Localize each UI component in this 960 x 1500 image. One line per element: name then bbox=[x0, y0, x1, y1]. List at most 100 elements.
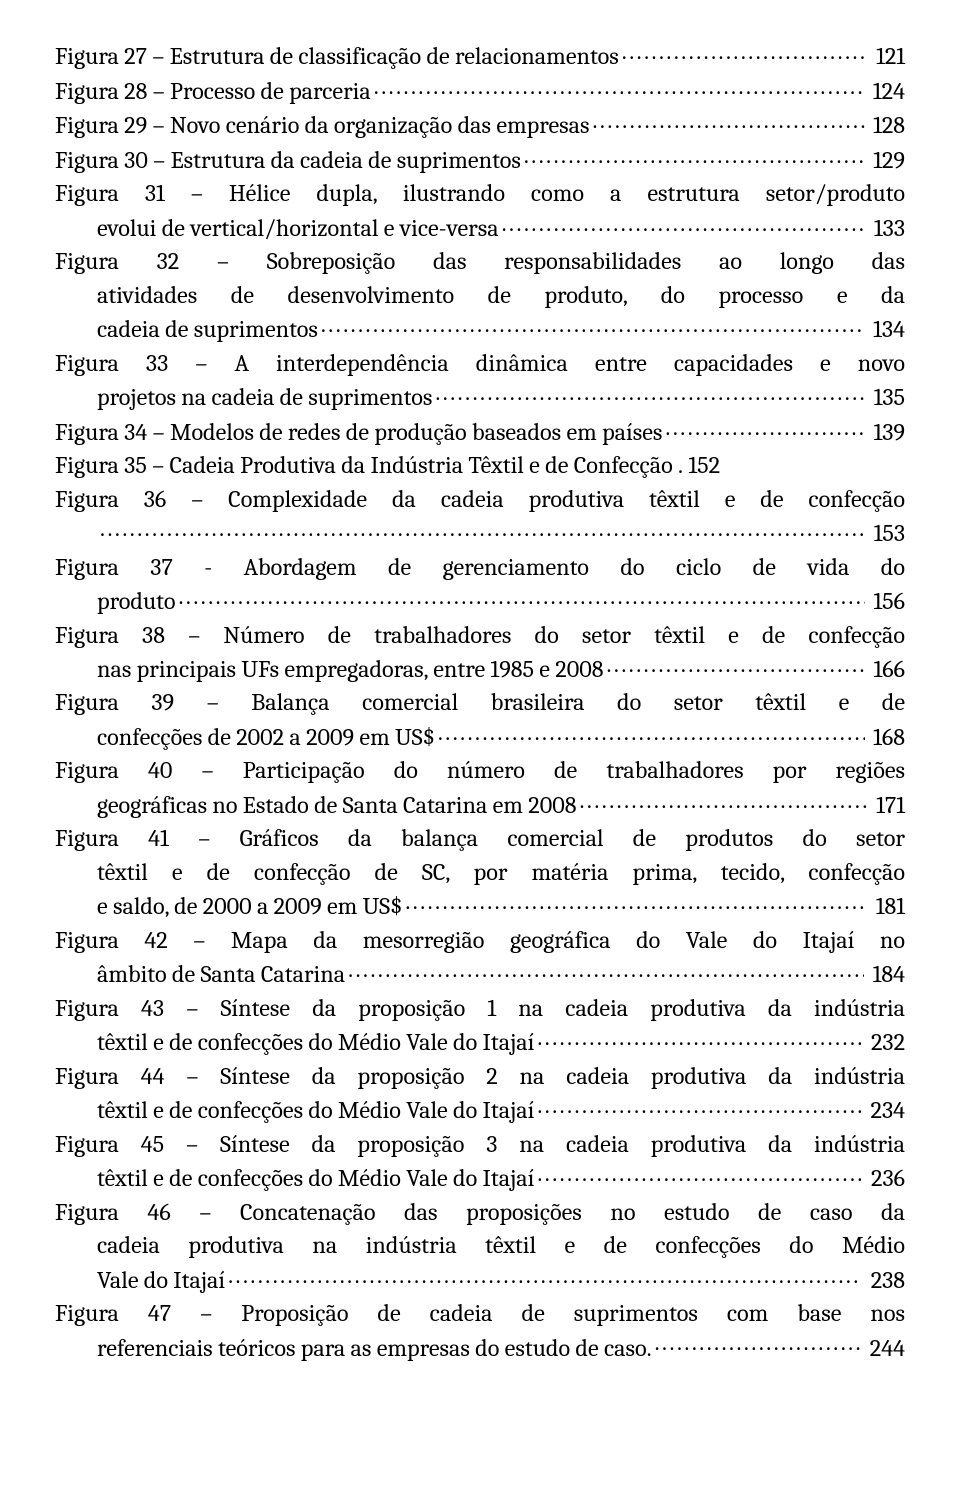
leader-dots bbox=[655, 1331, 862, 1355]
toc-entry: Figura 29 – Novo cenário da organização … bbox=[55, 109, 905, 144]
toc-page-number: 166 bbox=[868, 654, 905, 687]
toc-text: Figura 34 – Modelos de redes de produção… bbox=[55, 417, 662, 450]
toc-line: âmbito de Santa Catarina 184 bbox=[55, 958, 905, 993]
toc-text: Figura 46 – Concatenação das proposições… bbox=[55, 1197, 905, 1230]
toc-line: Figura 43 – Síntese da proposição 1 na c… bbox=[55, 993, 905, 1026]
toc-page-number: 234 bbox=[865, 1095, 905, 1128]
toc-text: Figura 33 – A interdependência dinâmica … bbox=[55, 348, 905, 381]
toc-page-number: 139 bbox=[868, 417, 905, 450]
leader-dots bbox=[622, 40, 868, 64]
toc-page-number: 133 bbox=[869, 213, 905, 246]
toc-page-number: 232 bbox=[866, 1027, 905, 1060]
leader-dots bbox=[435, 381, 865, 405]
toc-line: Figura 32 – Sobreposição das responsabil… bbox=[55, 246, 905, 279]
toc-text: têxtil e de confecções do Médio Vale do … bbox=[97, 1095, 534, 1128]
toc-page-number: 128 bbox=[868, 110, 905, 143]
toc-text: cadeia de suprimentos bbox=[97, 314, 318, 347]
toc-text: projetos na cadeia de suprimentos bbox=[97, 382, 432, 415]
leader-dots bbox=[606, 653, 865, 677]
toc-line: nas principais UFs empregadoras, entre 1… bbox=[55, 653, 905, 688]
toc-text: Figura 32 – Sobreposição das responsabil… bbox=[55, 246, 905, 279]
toc-line: Figura 30 – Estrutura da cadeia de supri… bbox=[55, 144, 905, 179]
toc-text: Figura 27 – Estrutura de classificação d… bbox=[55, 41, 619, 74]
toc-line: Figura 33 – A interdependência dinâmica … bbox=[55, 348, 905, 381]
toc-line: Figura 38 – Número de trabalhadores do s… bbox=[55, 620, 905, 653]
toc-page-number: 121 bbox=[871, 41, 905, 74]
toc-line: Vale do Itajaí 238 bbox=[55, 1263, 905, 1298]
toc-line: referenciais teóricos para as empresas d… bbox=[55, 1331, 905, 1366]
toc-entry: Figura 41 – Gráficos da balança comercia… bbox=[55, 823, 905, 924]
toc-line: projetos na cadeia de suprimentos 135 bbox=[55, 381, 905, 416]
toc-text: Figura 43 – Síntese da proposição 1 na c… bbox=[55, 993, 905, 1026]
toc-line: atividades de desenvolvimento de produto… bbox=[55, 280, 905, 313]
toc-line: têxtil e de confecções do Médio Vale do … bbox=[55, 1162, 905, 1197]
leader-dots bbox=[537, 1026, 862, 1050]
leader-dots bbox=[405, 890, 867, 914]
toc-text: Figura 37 - Abordagem de gerenciamento d… bbox=[55, 552, 905, 585]
toc-line: têxtil e de confecções do Médio Vale do … bbox=[55, 1094, 905, 1129]
toc-text: Figura 42 – Mapa da mesorregião geográfi… bbox=[55, 925, 905, 958]
toc-text: Figura 39 – Balança comercial brasileira… bbox=[55, 687, 905, 720]
toc-text: têxtil e de confecção de SC, por matéria… bbox=[97, 857, 905, 890]
toc-text: Figura 41 – Gráficos da balança comercia… bbox=[55, 823, 905, 856]
toc-text: Figura 45 – Síntese da proposição 3 na c… bbox=[55, 1129, 905, 1162]
toc-line: Figura 35 – Cadeia Produtiva da Indústri… bbox=[55, 450, 905, 483]
toc-text: Figura 29 – Novo cenário da organização … bbox=[55, 110, 589, 143]
leader-dots bbox=[665, 416, 865, 440]
toc-entry: Figura 46 – Concatenação das proposições… bbox=[55, 1197, 905, 1298]
toc-line: Figura 27 – Estrutura de classificação d… bbox=[55, 40, 905, 75]
toc-line: confecções de 2002 a 2009 em US$ 168 bbox=[55, 721, 905, 756]
toc-text: têxtil e de confecções do Médio Vale do … bbox=[97, 1027, 534, 1060]
toc-text: atividades de desenvolvimento de produto… bbox=[97, 280, 905, 313]
toc-text: confecções de 2002 a 2009 em US$ bbox=[97, 722, 435, 755]
leader-dots: . bbox=[673, 450, 689, 483]
toc-entry: Figura 31 – Hélice dupla, ilustrando com… bbox=[55, 178, 905, 246]
toc-text: Vale do Itajaí bbox=[97, 1265, 225, 1298]
toc-line: evolui de vertical/horizontal e vice-ver… bbox=[55, 212, 905, 247]
toc-line: Figura 29 – Novo cenário da organização … bbox=[55, 109, 905, 144]
toc-page-number: 124 bbox=[868, 76, 905, 109]
leader-dots bbox=[321, 313, 865, 337]
toc-entry: Figura 27 – Estrutura de classificação d… bbox=[55, 40, 905, 75]
toc-entry: Figura 43 – Síntese da proposição 1 na c… bbox=[55, 993, 905, 1061]
toc-page-number: 153 bbox=[868, 518, 905, 551]
toc-page-number: 236 bbox=[866, 1163, 905, 1196]
toc-entry: Figura 45 – Síntese da proposição 3 na c… bbox=[55, 1129, 905, 1197]
toc-page-number: 181 bbox=[870, 891, 905, 924]
toc-line: Figura 39 – Balança comercial brasileira… bbox=[55, 687, 905, 720]
toc-text: Figura 44 – Síntese da proposição 2 na c… bbox=[55, 1061, 905, 1094]
toc-page-number: 244 bbox=[864, 1333, 905, 1366]
toc-line: 153 bbox=[55, 517, 905, 552]
toc-entry: Figura 36 – Complexidade da cadeia produ… bbox=[55, 484, 905, 552]
toc-text: cadeia produtiva na indústria têxtil e d… bbox=[97, 1230, 905, 1263]
toc-line: Figura 41 – Gráficos da balança comercia… bbox=[55, 823, 905, 856]
toc-text: âmbito de Santa Catarina bbox=[97, 959, 345, 992]
toc-text: Figura 28 – Processo de parceria bbox=[55, 76, 371, 109]
toc-text: Figura 47 – Proposição de cadeia de supr… bbox=[55, 1298, 905, 1331]
toc-line: Figura 31 – Hélice dupla, ilustrando com… bbox=[55, 178, 905, 211]
toc-text: têxtil e de confecções do Médio Vale do … bbox=[97, 1163, 534, 1196]
toc-entry: Figura 35 – Cadeia Produtiva da Indústri… bbox=[55, 450, 905, 483]
toc-page-number: 168 bbox=[868, 722, 905, 755]
leader-dots bbox=[178, 585, 865, 609]
toc-text: Figura 36 – Complexidade da cadeia produ… bbox=[55, 484, 905, 517]
leader-dots bbox=[524, 144, 865, 168]
toc-page-number: 135 bbox=[868, 382, 905, 415]
leader-dots bbox=[537, 1162, 862, 1186]
leader-dots bbox=[438, 721, 865, 745]
toc-line: Figura 36 – Complexidade da cadeia produ… bbox=[55, 484, 905, 517]
toc-text: Figura 35 – Cadeia Produtiva da Indústri… bbox=[55, 450, 673, 483]
leader-dots bbox=[579, 789, 867, 813]
toc-page-number: 134 bbox=[868, 314, 905, 347]
toc-entry: Figura 32 – Sobreposição das responsabil… bbox=[55, 246, 905, 347]
toc-entry: Figura 47 – Proposição de cadeia de supr… bbox=[55, 1298, 905, 1366]
toc-line: Figura 40 – Participação do número de tr… bbox=[55, 755, 905, 788]
toc-text: Figura 38 – Número de trabalhadores do s… bbox=[55, 620, 905, 653]
toc-line: Figura 45 – Síntese da proposição 3 na c… bbox=[55, 1129, 905, 1162]
toc-line: Figura 34 – Modelos de redes de produção… bbox=[55, 416, 905, 451]
toc-line: Figura 47 – Proposição de cadeia de supr… bbox=[55, 1298, 905, 1331]
toc-entry: Figura 40 – Participação do número de tr… bbox=[55, 755, 905, 823]
toc-text: nas principais UFs empregadoras, entre 1… bbox=[97, 654, 603, 687]
toc-entry: Figura 37 - Abordagem de gerenciamento d… bbox=[55, 552, 905, 620]
leader-dots bbox=[228, 1263, 862, 1287]
